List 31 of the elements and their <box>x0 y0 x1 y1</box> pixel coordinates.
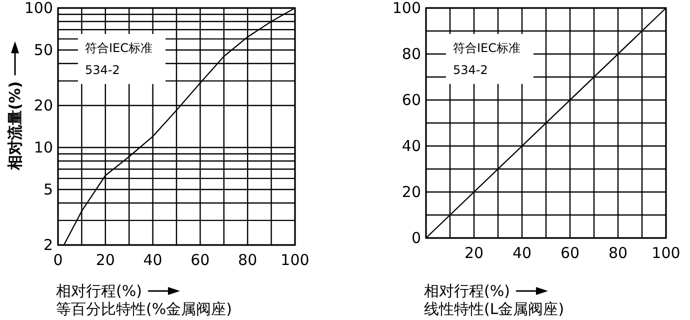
x-tick-label: 60 <box>190 251 210 269</box>
x-tick-label: 100 <box>652 244 680 262</box>
y-tick-label: 80 <box>402 45 421 63</box>
y-tick-label: 2 <box>43 236 53 254</box>
y-axis-title: 相对流量(%) <box>6 81 24 171</box>
y-tick-label: 40 <box>402 137 421 155</box>
y-tick-label: 0 <box>411 229 421 247</box>
text: 线性特性(L金属阀座) <box>424 300 564 318</box>
x-tick-label: 80 <box>608 244 628 262</box>
annotation: 符合IEC标准 <box>453 41 520 55</box>
y-tick-label: 10 <box>34 138 53 156</box>
x-tick-label: 20 <box>96 251 115 269</box>
y-tick-label: 100 <box>392 0 421 17</box>
y-tick-label: 20 <box>402 183 421 201</box>
x-tick-label: 40 <box>143 251 162 269</box>
y-tick-label: 20 <box>34 96 53 115</box>
x-axis-title: 相对行程(%) <box>424 282 510 300</box>
annotation: 534-2 <box>85 63 120 77</box>
y-tick-label: 5 <box>43 180 53 198</box>
x-tick-label: 60 <box>560 244 580 262</box>
x-tick-label: 20 <box>464 244 484 262</box>
annotation: 534-2 <box>453 63 488 77</box>
x-tick-label: 40 <box>512 244 532 262</box>
y-tick-label: 50 <box>34 40 53 59</box>
x-axis-title: 相对行程(%) <box>56 282 142 300</box>
x-tick-label: 100 <box>280 251 310 269</box>
x-tick-label: 80 <box>238 251 258 269</box>
text: 等百分比特性(%金属阀座) <box>56 300 232 318</box>
y-tick-label: 60 <box>402 91 421 109</box>
annotation: 符合IEC标准 <box>85 41 152 55</box>
y-tick-label: 100 <box>24 0 53 17</box>
